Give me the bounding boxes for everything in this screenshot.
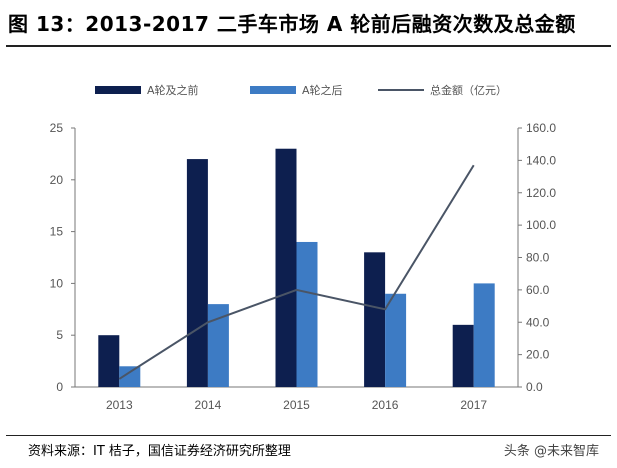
watermark: 头条 @未来智库 <box>503 444 599 459</box>
left-tick-label: 25 <box>50 121 64 135</box>
x-tick-label: 2014 <box>195 398 222 412</box>
bar <box>207 304 229 387</box>
bars <box>98 148 495 387</box>
bar <box>296 241 318 387</box>
left-tick-label: 15 <box>50 225 64 239</box>
left-tick-label: 10 <box>50 276 64 290</box>
right-tick-label: 100.0 <box>526 218 556 232</box>
legend-label: A轮及之前 <box>147 83 199 97</box>
axes: 0 5 10 15 20 25 0.0 20.0 40.0 60.0 80.0 100.0 120.0 1… <box>50 121 557 412</box>
left-tick-label: 20 <box>50 173 64 187</box>
right-tick-label: 20.0 <box>526 348 550 362</box>
bar <box>364 252 386 387</box>
footer-rule <box>6 435 611 436</box>
chart-title: 图 13：2013-2017 二手车市场 A 轮前后融资次数及总金额 <box>8 12 576 36</box>
right-tick-label: 0.0 <box>526 380 543 394</box>
x-tick-label: 2017 <box>460 398 487 412</box>
legend-swatch <box>250 86 296 94</box>
bar <box>119 366 141 387</box>
left-tick-label: 5 <box>56 328 63 342</box>
bar <box>385 293 407 387</box>
chart: A轮及之前 A轮之后 总金额（亿元） 0 5 10 15 20 25 0.0 20.0 40.0 60… <box>50 83 557 412</box>
bar <box>275 148 297 387</box>
bar <box>452 324 474 387</box>
legend: A轮及之前 A轮之后 总金额（亿元） <box>95 83 507 97</box>
source-note: 资料来源：IT 桔子，国信证券经济研究所整理 <box>28 444 291 459</box>
bar <box>98 335 120 387</box>
right-tick-label: 60.0 <box>526 283 550 297</box>
right-tick-label: 120.0 <box>526 186 556 200</box>
right-tick-label: 140.0 <box>526 153 556 167</box>
right-tick-label: 40.0 <box>526 315 550 329</box>
x-tick-label: 2013 <box>106 398 133 412</box>
x-tick-label: 2015 <box>283 398 310 412</box>
legend-label: 总金额（亿元） <box>430 83 507 97</box>
legend-swatch <box>95 86 141 94</box>
x-tick-label: 2016 <box>372 398 399 412</box>
right-tick-label: 80.0 <box>526 251 550 265</box>
left-tick-label: 0 <box>56 380 63 394</box>
right-tick-label: 160.0 <box>526 121 556 135</box>
total-amount-line <box>118 164 475 380</box>
title-rule <box>6 45 611 47</box>
bar <box>186 159 208 387</box>
legend-label: A轮之后 <box>302 83 343 97</box>
bar <box>473 283 495 387</box>
